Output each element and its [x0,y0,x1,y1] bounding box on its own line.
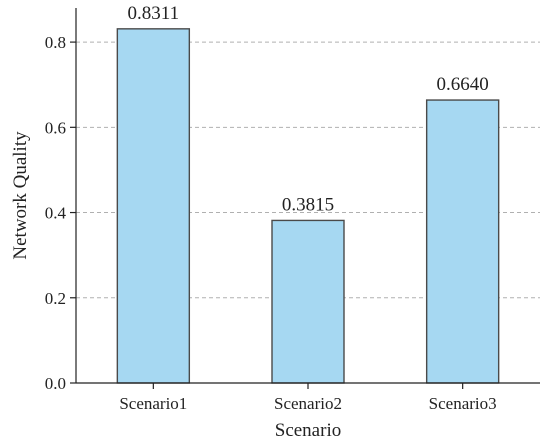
bar-scenario2 [271,219,345,384]
x-tick-label: Scenario1 [119,394,187,413]
bar-value-label: 0.3815 [282,194,334,215]
bar-scenario3 [425,99,500,384]
y-tick-label: 0.0 [45,374,66,393]
bar-scenario1 [116,28,191,384]
data-labels: 0.8311 0.3815 0.6640 [128,3,489,216]
y-ticks: 0.0 0.2 0.4 0.6 0.8 [45,33,76,393]
x-axis-title: Scenario [275,420,341,441]
x-tick-label: Scenario2 [274,394,342,413]
y-tick-label: 0.4 [45,204,67,223]
y-axis-title: Network Quality [10,131,31,260]
bar-value-label: 0.8311 [128,3,180,24]
x-ticks: Scenario1 Scenario2 Scenario3 [119,383,497,413]
y-tick-label: 0.8 [45,33,66,52]
y-tick-label: 0.2 [45,289,66,308]
bar-value-label: 0.6640 [437,74,489,95]
y-tick-label: 0.6 [45,118,66,137]
x-tick-label: Scenario3 [429,394,497,413]
